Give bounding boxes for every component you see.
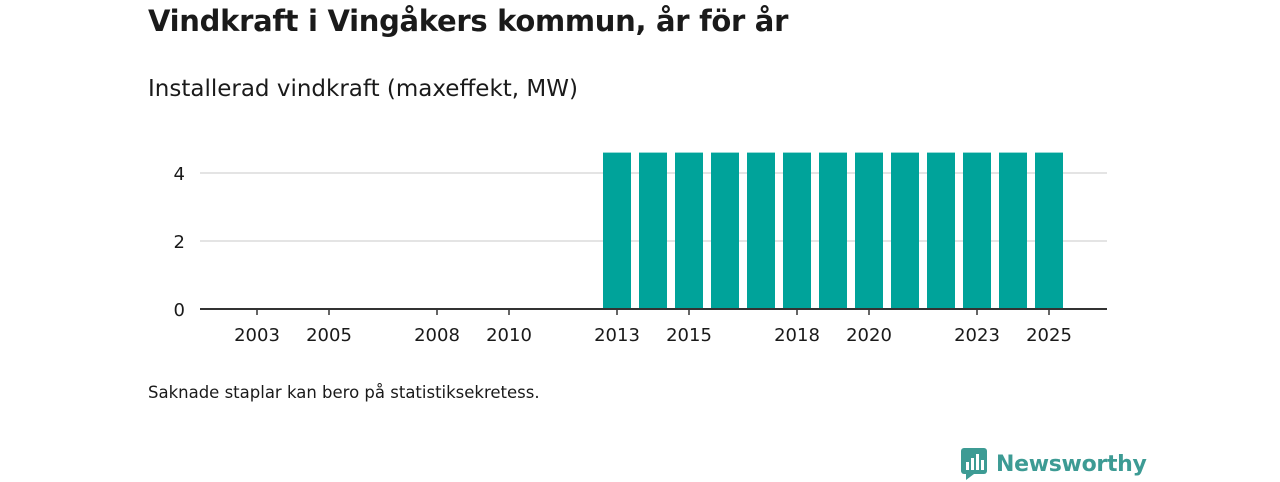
chart-title: Vindkraft i Vingåkers kommun, år för år [148,4,789,38]
x-tick-label: 2005 [306,325,352,346]
tick-labels: 0 2 4 2003 2005 2008 2010 2013 2015 2018 2020 2023 2… [174,164,1072,346]
bar-2018[interactable] [783,152,811,309]
y-tick-label: 0 [174,300,185,321]
x-tick-label: 2020 [846,325,892,346]
bar-2023[interactable] [963,152,991,309]
x-tick-label: 2008 [414,325,460,346]
chart-subtitle: Installerad vindkraft (maxeffekt, MW) [148,76,578,102]
x-tick-label: 2018 [774,325,820,346]
y-tick-label: 4 [174,164,185,185]
newsworthy-logo-icon [961,448,987,480]
bar-2017[interactable] [747,152,775,309]
bar-2020[interactable] [855,152,883,309]
axes [200,308,1107,315]
y-tick-label: 2 [174,232,185,253]
x-tick-label: 2015 [666,325,712,346]
newsworthy-logo[interactable]: Newsworthy [960,446,1147,482]
x-tick-label: 2003 [234,325,280,346]
x-tick-label: 2013 [594,325,640,346]
bar-2015[interactable] [675,152,703,309]
bars [603,152,1063,309]
brand-name: Newsworthy [996,451,1147,477]
x-tick-label: 2010 [486,325,532,346]
footnote: Saknade staplar kan bero på statistiksek… [148,383,540,402]
x-tick-label: 2025 [1026,325,1072,346]
bar-2022[interactable] [927,152,955,309]
bar-2021[interactable] [891,152,919,309]
bar-2016[interactable] [711,152,739,309]
x-tick-label: 2023 [954,325,1000,346]
bar-2014[interactable] [639,152,667,309]
bar-2019[interactable] [819,152,847,309]
bar-2024[interactable] [999,152,1027,309]
bar-2025[interactable] [1035,152,1063,309]
bar-2013[interactable] [603,152,631,309]
